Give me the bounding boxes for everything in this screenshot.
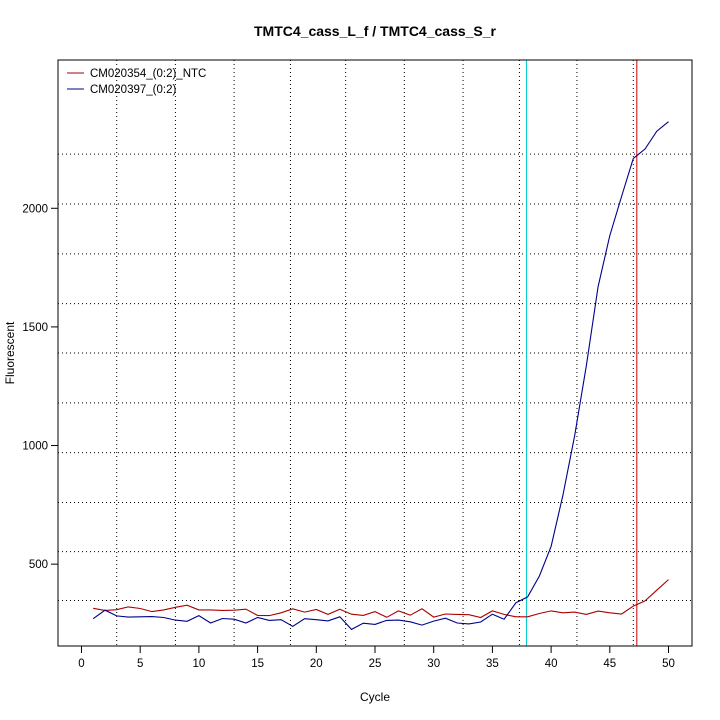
x-tick-label: 20 <box>310 658 323 670</box>
x-tick-label: 30 <box>427 658 440 670</box>
data-series <box>92 121 669 631</box>
x-tick-label: 15 <box>251 658 264 670</box>
x-tick-label: 25 <box>369 658 382 670</box>
x-axis: 0 5 10 15 20 25 30 35 40 45 50 <box>78 646 675 670</box>
y-tick-label: 1500 <box>22 322 48 334</box>
y-axis: 500 1000 1500 2000 <box>22 203 58 571</box>
threshold-lines <box>525 60 638 646</box>
y-tick-label: 1000 <box>22 441 48 453</box>
grid-lines <box>58 60 692 646</box>
series-line <box>92 121 669 631</box>
series-line <box>93 579 669 619</box>
y-tick-label: 500 <box>29 559 48 571</box>
x-tick-label: 45 <box>603 658 616 670</box>
x-tick-label: 40 <box>545 658 558 670</box>
x-tick-label: 0 <box>78 658 84 670</box>
x-axis-label: Cycle <box>360 690 390 704</box>
y-tick-label: 2000 <box>22 203 48 215</box>
x-tick-label: 50 <box>662 658 675 670</box>
x-tick-label: 10 <box>192 658 205 670</box>
legend: CM020354_(0:2)_NTC CM020397_(0:2) <box>67 68 206 96</box>
legend-label: CM020397_(0:2) <box>90 84 176 96</box>
x-tick-label: 5 <box>137 658 143 670</box>
x-tick-label: 35 <box>486 658 499 670</box>
chart-title: TMTC4_cass_L_f / TMTC4_cass_S_r <box>254 23 497 39</box>
legend-label: CM020354_(0:2)_NTC <box>90 68 206 80</box>
y-axis-label: Fluorescent <box>3 321 17 384</box>
